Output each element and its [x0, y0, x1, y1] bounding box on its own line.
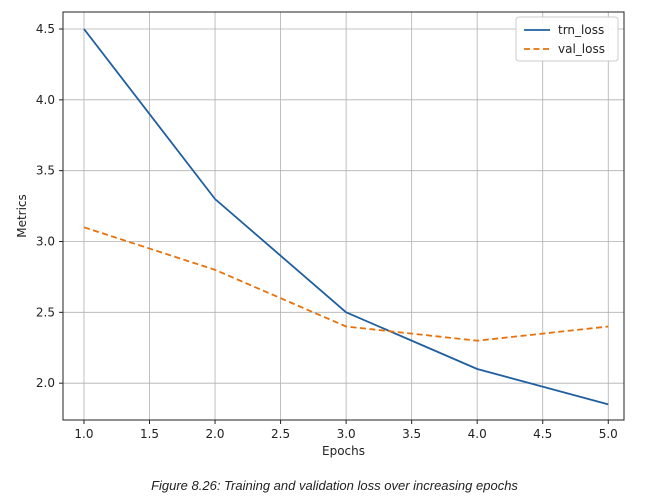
x-axis-label: Epochs [322, 444, 365, 458]
x-tick-label: 5.0 [599, 427, 618, 441]
y-tick-label: 2.0 [36, 376, 55, 390]
x-tick-label: 4.0 [468, 427, 487, 441]
y-tick-label: 4.5 [36, 22, 55, 36]
x-tick-label: 1.0 [74, 427, 93, 441]
legend: trn_loss val_loss [515, 16, 619, 62]
y-axis-ticks: 2.0 2.5 3.0 3.5 4.0 4.5 [36, 22, 63, 390]
legend-label-val-loss: val_loss [558, 42, 605, 56]
x-tick-label: 4.5 [533, 427, 552, 441]
series-lines [83, 28, 609, 406]
x-tick-label: 2.5 [271, 427, 290, 441]
series-line-val-loss [83, 226, 609, 342]
x-axis-ticks: 1.0 1.5 2.0 2.5 3.0 3.5 4.0 4.5 5.0 [74, 420, 618, 441]
figure-caption: Figure 8.26: Training and validation los… [151, 478, 518, 493]
y-tick-label: 3.0 [36, 235, 55, 249]
legend-box [515, 16, 619, 62]
y-tick-label: 2.5 [36, 305, 55, 319]
series-line-trn-loss [83, 28, 609, 406]
legend-label-trn-loss: trn_loss [558, 23, 604, 37]
plot-frame [62, 11, 625, 421]
x-tick-label: 3.0 [337, 427, 356, 441]
y-axis-label: Metrics [15, 194, 29, 238]
loss-chart: 1.0 1.5 2.0 2.5 3.0 3.5 4.0 4.5 5.0 2.0 2.5 3.0 3.5… [15, 11, 625, 458]
x-tick-label: 3.5 [402, 427, 421, 441]
x-tick-label: 1.5 [140, 427, 159, 441]
grid-lines [63, 12, 624, 420]
x-tick-label: 2.0 [205, 427, 224, 441]
y-tick-label: 4.0 [36, 93, 55, 107]
y-tick-label: 3.5 [36, 164, 55, 178]
